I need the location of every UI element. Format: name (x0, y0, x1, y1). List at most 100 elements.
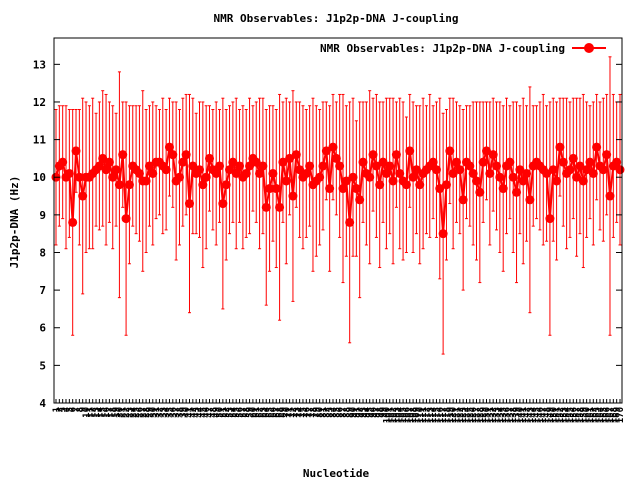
x-tick-label: 127 (472, 407, 482, 423)
y-tick-label: 4 (39, 397, 46, 410)
data-point (445, 146, 455, 156)
x-tick-label: 94 (362, 406, 372, 417)
data-point (108, 172, 118, 182)
x-tick-label: 158 (576, 407, 586, 423)
data-point (268, 168, 278, 178)
x-tick-label: 82 (322, 407, 332, 418)
x-tick-label: 166 (603, 407, 613, 423)
data-point (288, 191, 298, 201)
x-tick-label: 140 (516, 407, 526, 423)
data-point (58, 157, 68, 167)
x-tick-label: 14 (95, 406, 105, 417)
x-tick-label: 101 (386, 407, 396, 423)
x-tick-label: 98 (376, 407, 386, 418)
data-point (225, 165, 235, 175)
data-point (261, 202, 271, 212)
data-point (548, 165, 558, 175)
data-point (341, 176, 351, 186)
data-point (522, 168, 532, 178)
data-point (408, 172, 418, 182)
data-point (465, 161, 475, 171)
data-point (305, 161, 315, 171)
x-tick-label: 78 (309, 407, 319, 418)
data-point (582, 165, 592, 175)
x-tick-label: 61 (252, 407, 262, 418)
x-tick-label: 52 (222, 407, 232, 418)
x-tick-label: 119 (446, 407, 456, 423)
x-tick-label: 47 (206, 407, 216, 418)
x-tick-label: 8 (75, 407, 85, 412)
x-tick-label: 63 (259, 407, 269, 418)
x-tick-label: 62 (256, 407, 266, 418)
x-tick-label: 15 (99, 407, 109, 418)
x-tick-label: 99 (379, 407, 389, 418)
data-point (291, 150, 301, 160)
y-tick-label: 13 (33, 58, 46, 71)
x-tick-label: 33 (159, 407, 169, 418)
x-tick-label: 86 (336, 407, 346, 418)
x-tick-label: 17 (105, 407, 115, 418)
data-point (325, 184, 335, 194)
y-tick-label: 6 (39, 322, 46, 335)
legend-entry: NMR Observables: J1p2p-DNA J-coupling (320, 42, 565, 55)
x-tick-label: 168 (609, 407, 619, 423)
x-tick-label: 123 (459, 407, 469, 423)
x-tick-label: 92 (356, 407, 366, 418)
data-point (565, 165, 575, 175)
data-point (525, 195, 535, 205)
data-point (318, 161, 328, 171)
x-tick-label: 96 (369, 407, 379, 418)
data-point (168, 150, 178, 160)
data-point (438, 229, 448, 239)
x-tick-label: 133 (493, 407, 503, 423)
x-tick-label: 55 (232, 407, 242, 418)
x-tick-label: 156 (569, 407, 579, 423)
x-tick-label: 5 (65, 407, 75, 412)
data-point (74, 172, 84, 182)
data-point (375, 180, 385, 190)
data-point (358, 157, 368, 167)
data-point (508, 172, 518, 182)
y-tick-label: 12 (33, 96, 46, 109)
x-tick-label: 83 (326, 407, 336, 418)
x-tick-label: 31 (152, 407, 162, 418)
data-point (411, 165, 421, 175)
data-point (395, 168, 405, 178)
data-point (492, 161, 502, 171)
data-point (188, 161, 198, 171)
data-point (605, 191, 615, 201)
data-point (378, 157, 388, 167)
x-tick-label: 124 (462, 406, 472, 423)
data-point (391, 150, 401, 160)
data-point (184, 199, 194, 209)
x-tick-label: 134 (496, 406, 506, 423)
x-tick-label: 51 (219, 407, 229, 418)
x-tick-label: 100 (382, 407, 392, 423)
data-point (118, 150, 128, 160)
x-tick-label: 22 (122, 407, 132, 418)
x-tick-label: 143 (526, 407, 536, 423)
x-tick-label: 164 (596, 406, 606, 423)
data-point (328, 142, 338, 152)
x-tick-label: 118 (442, 407, 452, 423)
x-tick-label: 34 (162, 406, 172, 417)
data-point (482, 146, 492, 156)
data-point (588, 168, 598, 178)
x-tick-label: 115 (432, 407, 442, 423)
data-point (104, 157, 114, 167)
x-tick-label: 40 (182, 407, 192, 418)
data-point (78, 191, 88, 201)
x-tick-label: 29 (145, 407, 155, 418)
x-tick-label: 151 (553, 407, 563, 423)
y-tick-label: 11 (33, 134, 47, 147)
data-point (331, 153, 341, 163)
x-tick-label: 2 (55, 407, 65, 412)
data-point (368, 150, 378, 160)
x-tick-label: 136 (503, 407, 513, 423)
x-tick-label: 77 (306, 407, 316, 418)
data-point (258, 161, 268, 171)
x-tick-label: 42 (189, 407, 199, 418)
data-point (495, 172, 505, 182)
x-tick-label: 76 (302, 407, 312, 418)
